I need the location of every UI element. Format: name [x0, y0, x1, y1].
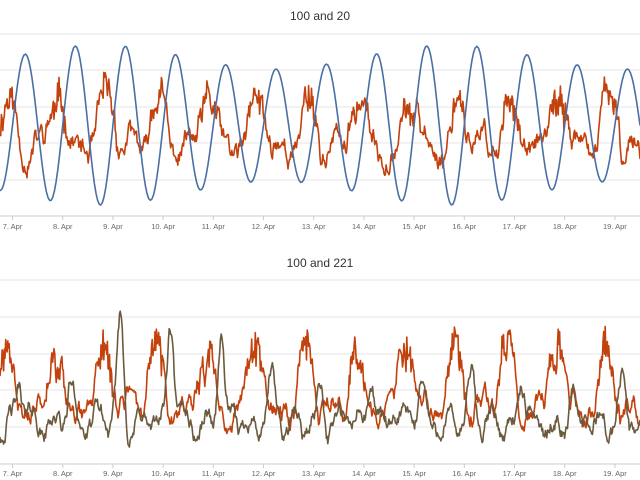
- series-line-1: [0, 71, 640, 179]
- chart-100-and-20: 100 and 20 7. Apr 8. Apr 9. Apr 10. Apr 11. …: [0, 9, 640, 231]
- x-tick-label: 17. Apr: [503, 469, 527, 478]
- chart-title: 100 and 20: [290, 9, 350, 23]
- x-tick-label: 8. Apr: [53, 222, 73, 231]
- x-tick-label: 17. Apr: [503, 222, 527, 231]
- x-tick-label: 11. Apr: [202, 469, 226, 478]
- x-tick-label: 18. Apr: [553, 222, 577, 231]
- x-tick-label: 9. Apr: [103, 222, 123, 231]
- x-tick-label: 14. Apr: [352, 222, 376, 231]
- x-tick-label: 9. Apr: [103, 469, 123, 478]
- x-tick-label: 16. Apr: [452, 469, 476, 478]
- x-tick-label: 12. Apr: [252, 222, 276, 231]
- series-line-1: [0, 325, 640, 435]
- x-tick-label: 10. Apr: [151, 222, 175, 231]
- chart-100-and-221: 100 and 221 7. Apr 8. Apr 9. Apr 10. Apr 11.…: [0, 256, 640, 478]
- x-tick-label: 8. Apr: [53, 469, 73, 478]
- x-tick-label: 16. Apr: [452, 222, 476, 231]
- x-tick-label: 13. Apr: [302, 222, 326, 231]
- x-tick-label: 18. Apr: [553, 469, 577, 478]
- x-tick-label: 10. Apr: [151, 469, 175, 478]
- x-tick-label: 11. Apr: [202, 222, 226, 231]
- x-tick-label: 19. Apr: [603, 469, 627, 478]
- series-line-2: [0, 310, 640, 448]
- x-tick-label: 12. Apr: [252, 469, 276, 478]
- x-tick-label: 13. Apr: [302, 469, 326, 478]
- x-tick-label: 7. Apr: [3, 222, 23, 231]
- x-tick-label: 15. Apr: [402, 469, 426, 478]
- x-tick-label: 19. Apr: [603, 222, 627, 231]
- x-tick-label: 7. Apr: [3, 469, 23, 478]
- x-tick-label: 14. Apr: [352, 469, 376, 478]
- chart-title: 100 and 221: [287, 256, 354, 270]
- series-line-2: [0, 45, 640, 206]
- x-tick-label: 15. Apr: [402, 222, 426, 231]
